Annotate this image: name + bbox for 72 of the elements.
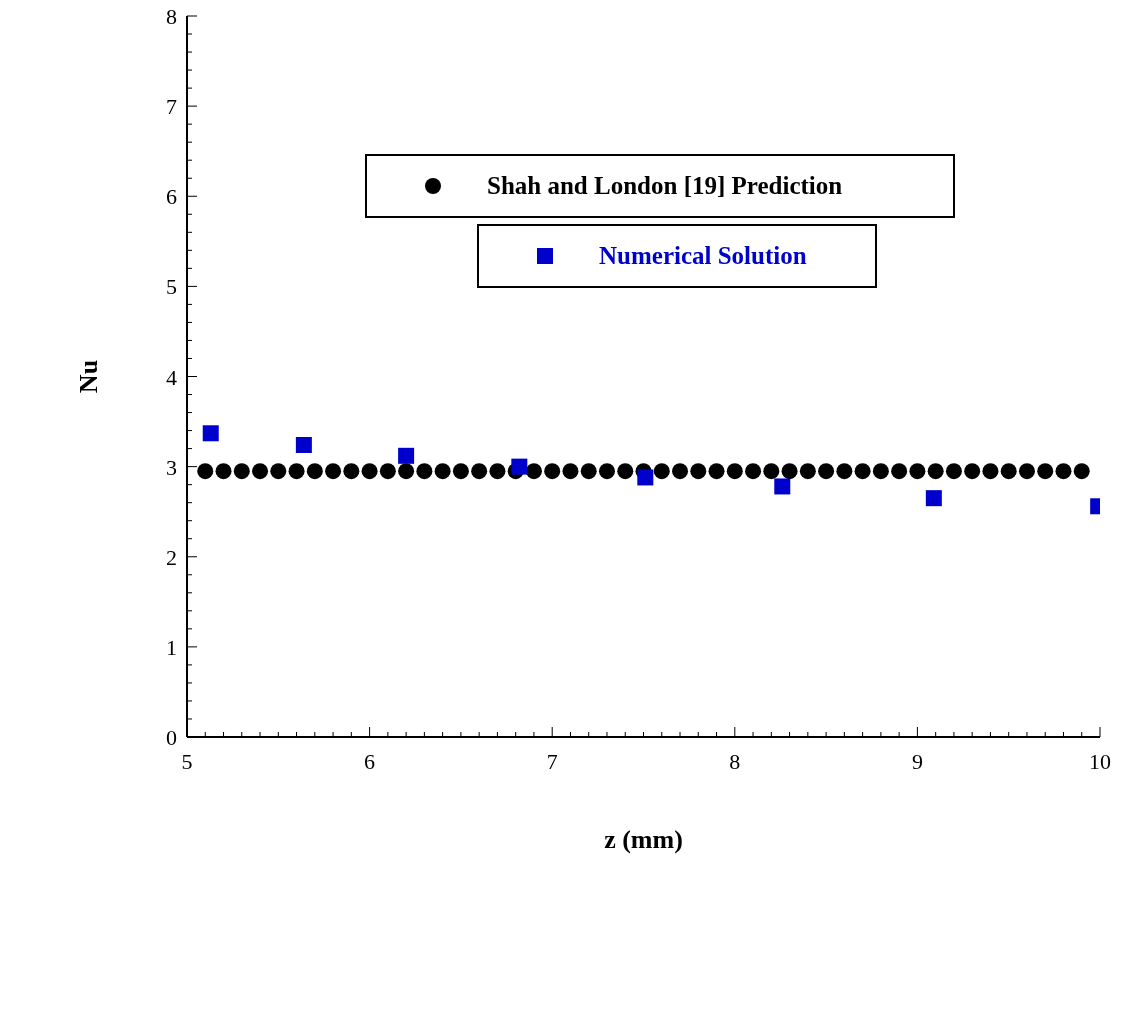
point — [726, 463, 743, 480]
point — [1000, 463, 1017, 480]
point — [982, 463, 999, 480]
point — [580, 463, 597, 480]
point — [379, 463, 396, 480]
point — [361, 463, 378, 480]
point — [672, 463, 689, 480]
point — [945, 463, 962, 480]
x-tick-label: 9 — [911, 749, 923, 774]
point — [690, 463, 707, 480]
point — [927, 463, 944, 480]
point — [325, 463, 342, 480]
point — [854, 463, 871, 480]
y-tick-label: 4 — [166, 364, 177, 390]
x-tick-label: 8 — [729, 749, 741, 774]
point — [745, 463, 762, 480]
point — [708, 463, 725, 480]
y-tick-label: 7 — [166, 94, 177, 120]
point — [763, 463, 780, 480]
point — [288, 463, 305, 480]
point — [818, 463, 835, 480]
point — [891, 463, 908, 480]
point — [653, 463, 670, 480]
point — [598, 463, 615, 480]
point — [964, 463, 981, 480]
y-tick-label: 3 — [166, 454, 177, 480]
point — [1055, 463, 1072, 480]
point — [202, 425, 219, 442]
point — [215, 463, 232, 480]
y-axis-title: Nu — [74, 359, 104, 394]
point — [398, 447, 415, 464]
y-tick-label: 0 — [166, 725, 177, 750]
point — [489, 463, 506, 480]
point — [799, 463, 816, 480]
point — [1018, 463, 1035, 480]
legend-label: Shah and London [19] Prediction — [487, 172, 843, 200]
point — [270, 463, 287, 480]
point — [434, 463, 451, 480]
y-tick-label: 6 — [166, 184, 177, 210]
point — [471, 463, 488, 480]
legend-label: Numerical Solution — [599, 242, 807, 270]
point — [637, 469, 654, 486]
point — [836, 463, 853, 480]
point — [562, 463, 579, 480]
y-tick-label: 5 — [166, 274, 177, 300]
point — [452, 463, 469, 480]
point — [343, 463, 360, 480]
point — [306, 463, 323, 480]
y-tick-label: 1 — [166, 634, 177, 660]
point — [252, 463, 269, 480]
point — [781, 463, 798, 480]
x-tick-label: 6 — [364, 749, 376, 774]
point — [511, 458, 528, 475]
point — [197, 463, 214, 480]
point — [233, 463, 250, 480]
point — [617, 463, 634, 480]
point — [544, 463, 561, 480]
point — [925, 490, 942, 507]
point — [774, 478, 791, 495]
point — [872, 463, 889, 480]
point — [525, 463, 542, 480]
point — [909, 463, 926, 480]
x-tick-label: 10 — [1089, 749, 1111, 774]
point — [398, 463, 415, 480]
x-tick-label: 7 — [546, 749, 558, 774]
y-tick-label: 8 — [166, 4, 177, 29]
point — [295, 437, 312, 453]
point — [1037, 463, 1054, 480]
point — [416, 463, 433, 480]
y-tick-label: 2 — [166, 544, 177, 570]
x-axis-title: z (mm) — [604, 825, 683, 854]
point — [1073, 463, 1090, 480]
